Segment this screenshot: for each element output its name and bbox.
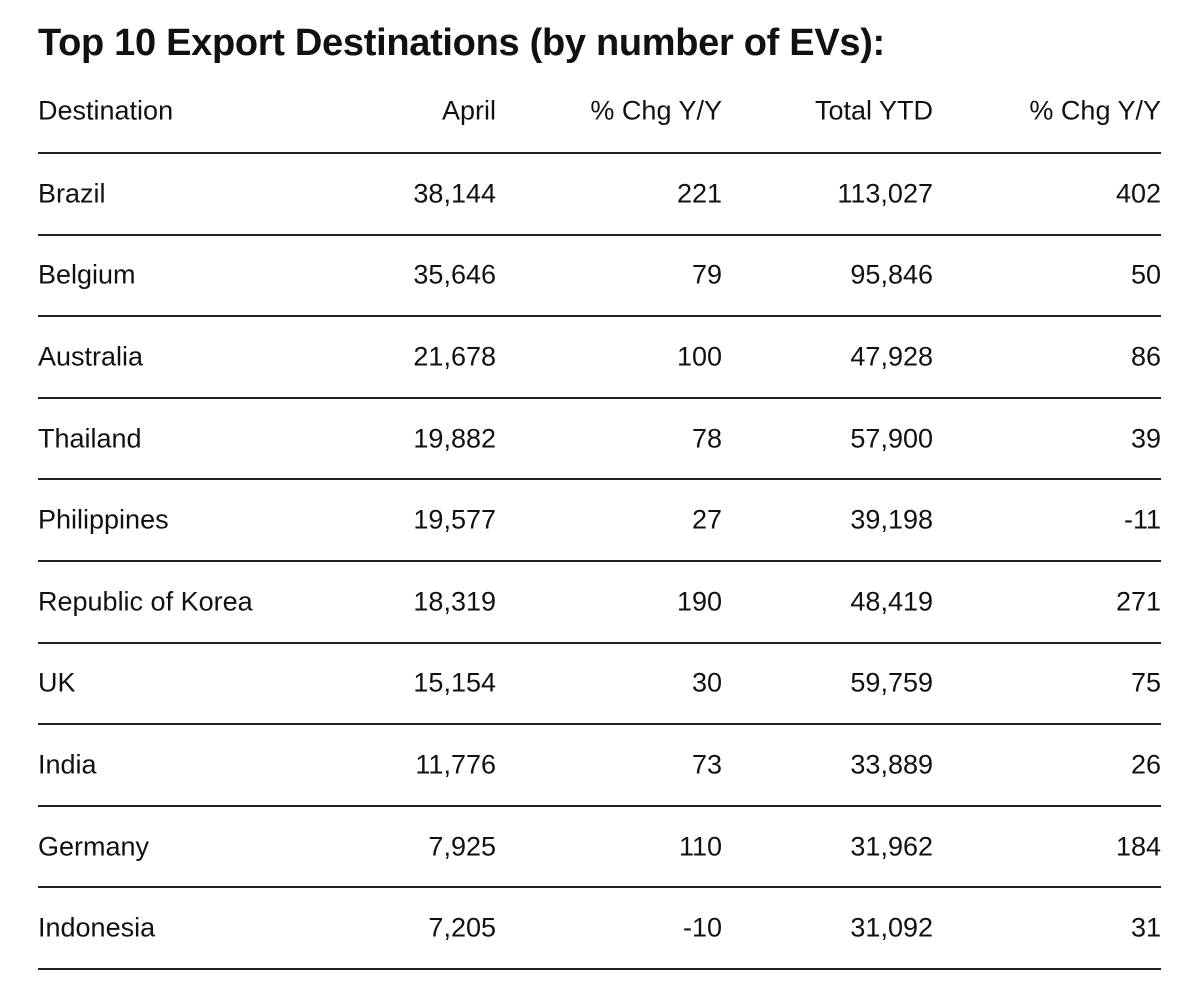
- cell-april: 15,154: [413, 667, 496, 698]
- header-ytd-pct-chg: % Chg Y/Y: [1029, 95, 1161, 126]
- cell-total-ytd: 33,889: [850, 749, 933, 780]
- table-row: Indonesia 7,205 -10 31,092 31: [38, 888, 1161, 970]
- cell-total-ytd: 31,092: [850, 912, 933, 943]
- table-row: Australia 21,678 100 47,928 86: [38, 317, 1161, 399]
- cell-total-ytd: 47,928: [850, 341, 933, 372]
- cell-ytd-pct-chg: 26: [1130, 749, 1161, 780]
- cell-april-pct-chg: 221: [676, 178, 722, 209]
- table-row: Thailand 19,882 78 57,900 39: [38, 399, 1161, 481]
- cell-total-ytd: 39,198: [850, 504, 933, 535]
- cell-april-pct-chg: 110: [678, 831, 722, 862]
- table-row: Germany 7,925 110 31,962 184: [38, 807, 1161, 889]
- cell-destination: Belgium: [38, 259, 136, 290]
- cell-ytd-pct-chg: -11: [1123, 504, 1161, 535]
- table-row: UK 15,154 30 59,759 75: [38, 644, 1161, 726]
- cell-april-pct-chg: 27: [691, 504, 722, 535]
- header-april: April: [441, 95, 496, 126]
- cell-destination: Brazil: [38, 178, 106, 209]
- cell-total-ytd: 31,962: [850, 831, 933, 862]
- cell-april: 21,678: [413, 341, 496, 372]
- cell-april-pct-chg: 78: [691, 423, 722, 454]
- header-total-ytd: Total YTD: [814, 95, 933, 126]
- cell-april: 38,144: [413, 178, 496, 209]
- table-row: Philippines 19,577 27 39,198 -11: [38, 480, 1161, 562]
- cell-ytd-pct-chg: 39: [1130, 423, 1161, 454]
- cell-total-ytd: 57,900: [850, 423, 933, 454]
- cell-april-pct-chg: -10: [682, 912, 722, 943]
- cell-april: 7,925: [428, 831, 496, 862]
- table-body: Brazil 38,144 221 113,027 402 Belgium 35,646 79…: [38, 154, 1161, 970]
- cell-april-pct-chg: 190: [676, 586, 722, 617]
- cell-destination: Australia: [38, 341, 144, 372]
- cell-destination: Philippines: [38, 504, 169, 535]
- cell-april-pct-chg: 73: [691, 749, 722, 780]
- cell-ytd-pct-chg: 402: [1115, 178, 1161, 209]
- cell-april: 19,577: [413, 504, 496, 535]
- cell-april-pct-chg: 100: [676, 341, 722, 372]
- cell-april: 11,776: [415, 749, 496, 780]
- cell-ytd-pct-chg: 86: [1130, 341, 1161, 372]
- cell-destination: Germany: [38, 831, 150, 862]
- table-header-row: Destination April % Chg Y/Y Total YTD % …: [38, 74, 1161, 154]
- table-row: Belgium 35,646 79 95,846 50: [38, 236, 1161, 318]
- cell-april: 7,205: [428, 912, 496, 943]
- cell-destination: UK: [38, 667, 76, 698]
- cell-total-ytd: 113,027: [837, 178, 933, 209]
- cell-ytd-pct-chg: 31: [1130, 912, 1161, 943]
- cell-destination: Republic of Korea: [38, 586, 253, 617]
- cell-ytd-pct-chg: 184: [1115, 831, 1161, 862]
- table-title: Top 10 Export Destinations (by number of…: [38, 22, 885, 64]
- header-april-pct-chg: % Chg Y/Y: [590, 95, 722, 126]
- cell-destination: Indonesia: [38, 912, 156, 943]
- cell-total-ytd: 95,846: [850, 259, 933, 290]
- header-destination: Destination: [38, 95, 174, 126]
- table-row: India 11,776 73 33,889 26: [38, 725, 1161, 807]
- cell-ytd-pct-chg: 50: [1130, 259, 1161, 290]
- cell-total-ytd: 59,759: [850, 667, 933, 698]
- cell-april: 18,319: [413, 586, 496, 617]
- cell-april: 35,646: [413, 259, 496, 290]
- cell-destination: India: [38, 749, 97, 780]
- cell-ytd-pct-chg: 271: [1115, 586, 1161, 617]
- export-destinations-table: Destination April % Chg Y/Y Total YTD % …: [38, 74, 1161, 970]
- cell-ytd-pct-chg: 75: [1130, 667, 1161, 698]
- cell-april-pct-chg: 30: [691, 667, 722, 698]
- cell-april-pct-chg: 79: [691, 259, 722, 290]
- table-row: Brazil 38,144 221 113,027 402: [38, 154, 1161, 236]
- cell-total-ytd: 48,419: [850, 586, 933, 617]
- cell-april: 19,882: [413, 423, 496, 454]
- table-row: Republic of Korea 18,319 190 48,419 271: [38, 562, 1161, 644]
- cell-destination: Thailand: [38, 423, 142, 454]
